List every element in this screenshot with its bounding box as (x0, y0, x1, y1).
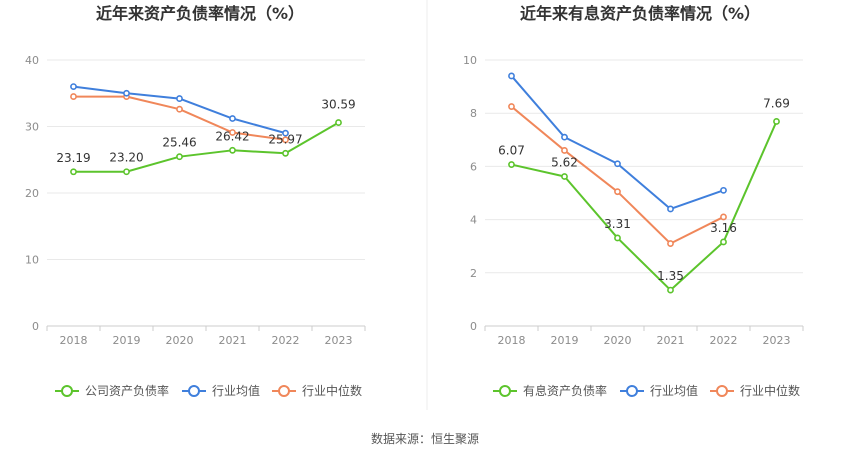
data-point[interactable] (229, 146, 236, 154)
x-tick-label: 2020 (166, 334, 194, 347)
y-tick-label: 8 (470, 107, 477, 120)
data-point[interactable] (720, 186, 727, 194)
legend-item-1[interactable]: 行业均值 (620, 383, 698, 398)
data-label: 30.59 (321, 98, 355, 112)
y-tick-label: 40 (25, 54, 39, 67)
data-point[interactable] (614, 234, 621, 242)
legend-item-2[interactable]: 行业中位数 (272, 383, 362, 398)
legend-item-0[interactable]: 公司资产负债率 (55, 383, 169, 398)
data-point[interactable] (229, 115, 236, 122)
data-point[interactable] (70, 83, 77, 90)
data-label: 23.20 (109, 151, 143, 165)
legend-marker-icon (278, 385, 290, 397)
data-point[interactable] (720, 213, 727, 221)
x-tick-label: 2019 (113, 334, 141, 347)
x-tick-label: 2021 (219, 334, 247, 347)
data-point[interactable] (70, 168, 77, 176)
data-label: 1.35 (657, 269, 684, 283)
legend-label: 有息资产负债率 (523, 383, 607, 398)
data-point[interactable] (561, 173, 568, 180)
chart-interest-debt-ratio: 近年来有息资产负债率情况（%） 0 2 4 6 8 10 2018 2019 2020 2021 20… (463, 4, 804, 398)
y-tick-label: 2 (470, 267, 477, 280)
data-point[interactable] (561, 133, 568, 141)
data-label: 25.46 (162, 136, 196, 150)
y-tick-label: 10 (463, 54, 477, 67)
legend-item-0[interactable]: 有息资产负债率 (493, 383, 607, 398)
data-point[interactable] (176, 95, 183, 102)
x-tick-label: 2023 (763, 334, 791, 347)
legend-marker-icon (499, 385, 511, 397)
legend-label: 行业中位数 (740, 383, 800, 398)
legend-label: 行业均值 (650, 383, 698, 398)
y-tick-label: 10 (25, 254, 39, 267)
legend-item-2[interactable]: 行业中位数 (710, 383, 800, 398)
data-point[interactable] (720, 238, 727, 246)
data-point[interactable] (773, 118, 780, 125)
x-tick-label: 2020 (604, 334, 632, 347)
data-label: 26.42 (215, 129, 249, 143)
x-tick-label: 2022 (710, 334, 738, 347)
y-tick-label: 6 (470, 160, 477, 173)
chart-title: 近年来有息资产负债率情况（%） (520, 4, 760, 23)
data-point[interactable] (667, 286, 674, 294)
y-tick-label: 30 (25, 121, 39, 134)
series-line-2 (73, 95, 286, 141)
legend-label: 公司资产负债率 (85, 383, 169, 398)
data-label: 3.31 (604, 217, 631, 231)
data-label: 7.69 (763, 96, 790, 110)
data-point[interactable] (614, 188, 621, 196)
data-point[interactable] (282, 149, 289, 157)
data-point[interactable] (508, 103, 515, 110)
y-tick-label: 4 (470, 214, 477, 227)
data-point[interactable] (335, 119, 342, 126)
data-point[interactable] (282, 129, 289, 137)
chart-title: 近年来资产负债率情况（%） (96, 4, 304, 23)
legend-marker-icon (188, 385, 200, 397)
data-point[interactable] (561, 147, 568, 154)
legend-item-1[interactable]: 行业均值 (182, 383, 260, 398)
data-point[interactable] (229, 129, 236, 136)
legend-marker-icon (716, 385, 728, 397)
chart-total-debt-ratio: 近年来资产负债率情况（%） 0 10 20 30 40 2018 2019 2020 2021 20… (25, 4, 366, 398)
data-point[interactable] (282, 136, 289, 144)
x-tick-label: 2022 (272, 334, 300, 347)
legend-label: 行业中位数 (302, 383, 362, 398)
data-point[interactable] (508, 72, 515, 80)
data-point[interactable] (123, 168, 130, 176)
series-line-0 (511, 121, 778, 292)
data-point[interactable] (176, 105, 183, 113)
data-label: 25.97 (268, 132, 302, 146)
x-tick-label: 2021 (657, 334, 685, 347)
y-tick-label: 0 (470, 320, 477, 333)
legend-marker-icon (61, 385, 73, 397)
data-point[interactable] (70, 93, 77, 100)
data-point[interactable] (176, 153, 183, 161)
y-tick-label: 20 (25, 187, 39, 200)
data-point[interactable] (667, 240, 674, 247)
data-label: 23.19 (56, 151, 90, 165)
x-tick-label: 2023 (325, 334, 353, 347)
source-label: 数据来源：恒生聚源 (371, 431, 479, 446)
data-point[interactable] (508, 161, 515, 168)
x-tick-label: 2019 (551, 334, 579, 347)
x-tick-label: 2018 (498, 334, 526, 347)
series-line-0 (73, 121, 340, 173)
y-tick-label: 0 (32, 320, 39, 333)
data-point[interactable] (614, 160, 621, 168)
legend-label: 行业均值 (212, 383, 260, 398)
data-point[interactable] (667, 205, 674, 213)
data-point[interactable] (123, 89, 130, 97)
x-tick-label: 2018 (60, 334, 88, 347)
data-label: 6.07 (498, 144, 525, 158)
legend-marker-icon (626, 385, 638, 397)
data-label: 5.62 (551, 156, 578, 170)
data-label: 3.16 (710, 221, 737, 235)
